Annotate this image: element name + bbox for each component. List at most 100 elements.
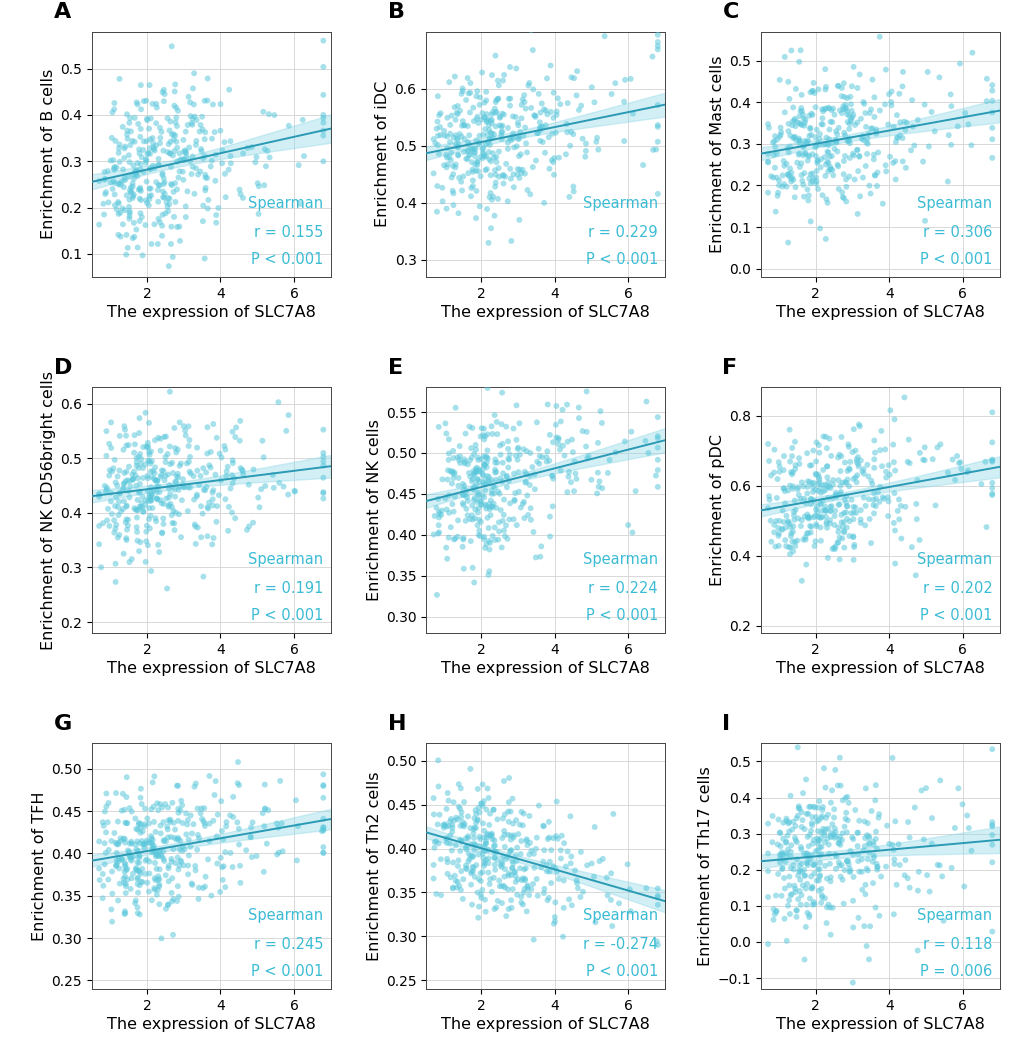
Point	[460, 808, 476, 825]
Point	[562, 848, 579, 865]
Point	[903, 539, 919, 555]
Point	[218, 818, 234, 835]
Point	[141, 833, 157, 850]
Point	[139, 810, 155, 827]
Point	[471, 97, 487, 114]
Point	[482, 153, 498, 169]
Point	[832, 485, 848, 502]
Point	[185, 65, 202, 82]
Point	[130, 460, 147, 477]
Point	[803, 879, 819, 896]
Point	[853, 463, 869, 480]
Point	[169, 849, 185, 866]
Point	[114, 200, 130, 217]
Point	[480, 850, 496, 867]
Point	[476, 456, 492, 472]
Point	[786, 189, 802, 206]
Point	[104, 863, 120, 879]
Point	[773, 846, 790, 863]
Point	[827, 848, 844, 865]
Point	[447, 872, 464, 889]
Point	[522, 834, 538, 851]
Point	[171, 218, 187, 235]
Point	[529, 125, 545, 142]
Point	[834, 184, 850, 201]
Point	[781, 868, 797, 885]
Point	[135, 503, 151, 520]
Point	[478, 83, 494, 100]
Point	[448, 104, 465, 121]
Point	[475, 530, 491, 547]
Point	[879, 508, 896, 525]
Point	[477, 540, 493, 557]
Point	[132, 156, 149, 173]
Point	[438, 501, 454, 518]
Point	[548, 106, 565, 123]
Point	[99, 512, 115, 529]
Point	[586, 94, 602, 110]
Point	[799, 509, 815, 526]
Point	[150, 882, 166, 898]
Point	[858, 827, 874, 844]
Point	[772, 521, 789, 538]
Point	[459, 69, 475, 86]
Point	[177, 143, 194, 160]
Point	[161, 477, 177, 493]
Point	[816, 167, 833, 184]
Point	[163, 38, 179, 55]
Point	[129, 854, 146, 871]
Point	[185, 468, 202, 485]
Point	[494, 849, 511, 866]
Point	[816, 834, 833, 851]
Point	[261, 106, 277, 123]
Point	[843, 505, 859, 522]
Point	[499, 881, 516, 897]
Point	[486, 849, 502, 866]
Point	[488, 413, 504, 430]
Point	[96, 171, 112, 188]
Point	[474, 467, 490, 484]
Point	[162, 456, 178, 472]
Point	[475, 140, 491, 157]
Point	[849, 824, 865, 841]
Point	[521, 846, 537, 863]
Point	[861, 104, 877, 121]
Point	[165, 132, 181, 148]
Point	[142, 77, 158, 94]
Point	[524, 459, 540, 476]
Point	[222, 480, 238, 497]
Point	[829, 181, 846, 198]
Point	[829, 533, 846, 550]
Point	[449, 98, 466, 115]
Point	[813, 503, 829, 520]
Point	[505, 179, 522, 196]
Y-axis label: Enrichment of Th17 cells: Enrichment of Th17 cells	[698, 766, 712, 966]
Point	[812, 824, 828, 841]
Point	[97, 478, 113, 494]
Point	[221, 81, 237, 98]
Point	[476, 855, 492, 872]
Point	[549, 431, 566, 448]
Point	[811, 125, 827, 142]
Point	[141, 488, 157, 505]
Point	[129, 96, 146, 113]
Point	[160, 857, 176, 874]
Point	[166, 829, 182, 846]
Point	[515, 127, 531, 144]
Point	[125, 157, 142, 174]
Point	[808, 835, 824, 852]
Point	[533, 858, 549, 875]
Point	[792, 518, 808, 534]
Point	[465, 163, 481, 180]
Point	[572, 889, 588, 906]
Point	[783, 466, 799, 483]
Point	[897, 852, 913, 869]
Point	[479, 473, 495, 490]
Point	[251, 205, 267, 222]
Point	[760, 119, 776, 136]
Point	[829, 524, 846, 541]
Point	[798, 525, 814, 542]
Point	[560, 464, 577, 481]
Point	[797, 112, 813, 128]
X-axis label: The expression of SLC7A8: The expression of SLC7A8	[441, 1017, 649, 1032]
